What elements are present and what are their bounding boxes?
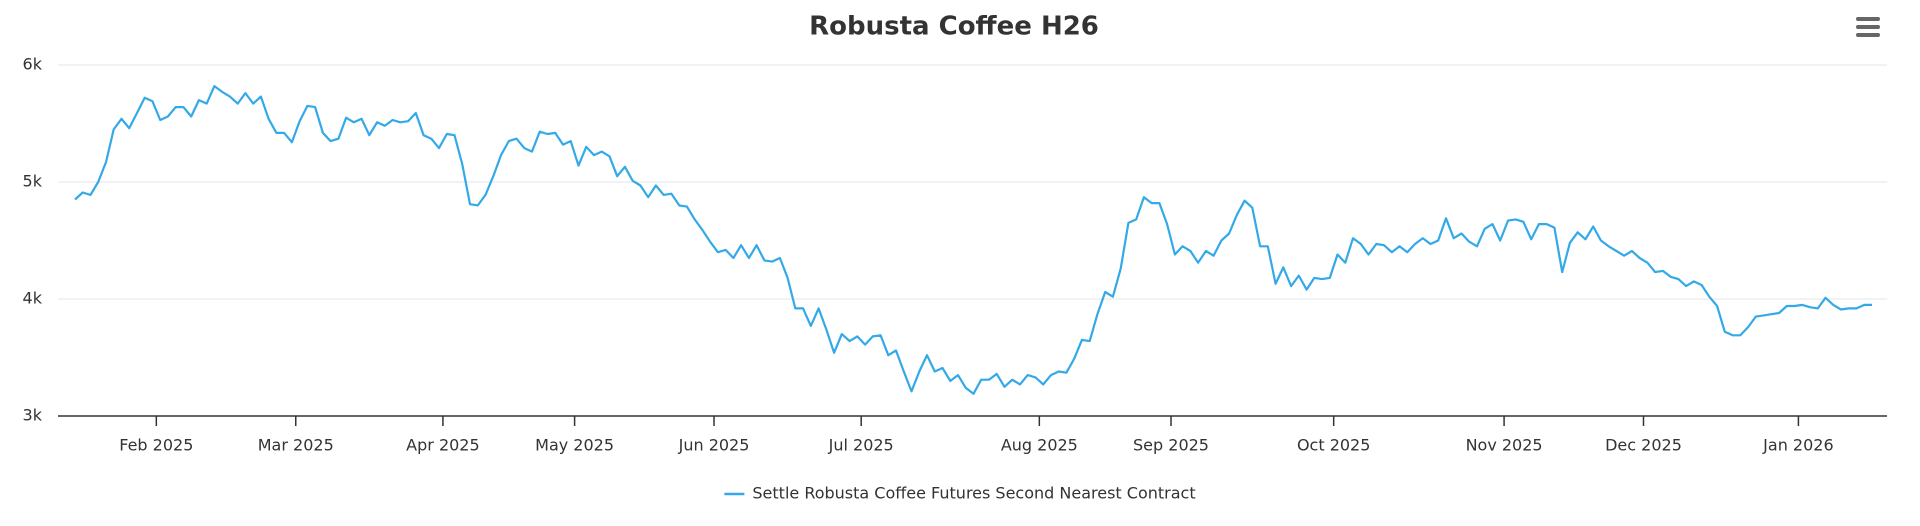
- y-tick-label: 4k: [23, 289, 43, 308]
- line: [74, 85, 1872, 395]
- x-tick-label: May 2025: [535, 436, 614, 455]
- x-tick-label: Mar 2025: [258, 436, 334, 455]
- y-tick-label: 3k: [23, 406, 43, 425]
- x-tick-label: Oct 2025: [1297, 436, 1370, 455]
- x-tick-label: Jun 2025: [678, 436, 750, 455]
- x-tick-label: Feb 2025: [119, 436, 193, 455]
- menu-bar[interactable]: [1856, 17, 1880, 21]
- chart-title: Robusta Coffee H26: [809, 12, 1099, 42]
- x-tick-label: Dec 2025: [1605, 436, 1682, 455]
- x-tick-label: Nov 2025: [1466, 436, 1543, 455]
- menu-bar[interactable]: [1856, 25, 1880, 29]
- y-tick-label: 6k: [23, 55, 43, 74]
- x-tick-label: Aug 2025: [1001, 436, 1078, 455]
- x-tick-label: Apr 2025: [406, 436, 479, 455]
- legend-label: Settle Robusta Coffee Futures Second Nea…: [752, 484, 1195, 503]
- menu-bar[interactable]: [1856, 33, 1880, 37]
- x-tick-label: Sep 2025: [1133, 436, 1209, 455]
- x-tick-label: Jul 2025: [828, 436, 894, 455]
- x-tick-label: Jan 2026: [1762, 436, 1833, 455]
- y-tick-label: 5k: [23, 172, 43, 191]
- menu-button[interactable]: [1856, 17, 1880, 37]
